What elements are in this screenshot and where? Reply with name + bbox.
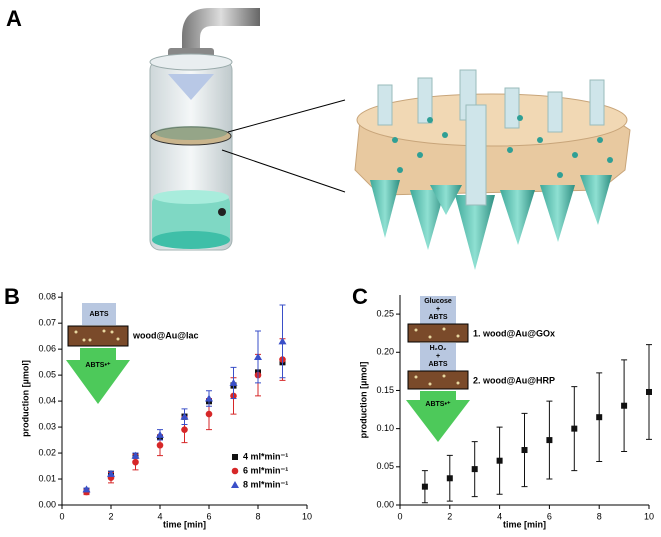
y-tick-label: 0.05	[376, 461, 394, 471]
data-point	[496, 457, 503, 464]
y-tick-label: 0.10	[376, 423, 394, 433]
data-point	[254, 352, 262, 360]
legend-marker	[231, 481, 239, 488]
x-tick-label: 2	[447, 511, 452, 521]
inset-c: Glucose + ABTS 1. wood@Au@GOx H₂O₂ + ABT…	[406, 296, 555, 442]
legend-marker	[231, 467, 239, 475]
data-point	[446, 475, 453, 482]
magnified-wood-disk	[354, 69, 631, 270]
x-axis-label: time [min]	[503, 519, 546, 529]
inset-text: ABTS	[428, 361, 447, 368]
y-tick-label: 0.25	[376, 308, 394, 318]
y-tick-label: 0.15	[376, 385, 394, 395]
y-tick-label: 0.02	[38, 447, 56, 457]
panel-label: A	[6, 6, 22, 31]
data-point	[181, 426, 188, 433]
y-axis-label: production [µmol]	[358, 362, 368, 439]
data-point	[180, 412, 189, 420]
x-tick-label: 6	[206, 511, 211, 521]
inset-text: Glucose	[424, 298, 452, 305]
inset-text: ABTS•⁺	[85, 362, 111, 369]
y-axis-label: production [µmol]	[20, 360, 30, 437]
inset-text: ABTS•⁺	[425, 401, 451, 408]
y-tick-label: 0.08	[38, 292, 56, 302]
legend-label: 6 ml*min⁻¹	[243, 465, 288, 475]
y-tick-label: 0.07	[38, 318, 56, 328]
legend-marker	[232, 454, 238, 460]
x-tick-label: 8	[255, 511, 260, 521]
data-point	[229, 378, 238, 386]
data-point	[205, 394, 213, 402]
inset-text: ABTS	[89, 311, 108, 318]
data-point	[571, 425, 578, 432]
inset-b: ABTS wood@Au@lac ABTS•⁺	[66, 303, 199, 404]
inset-text: wood@Au@lac	[132, 330, 199, 340]
y-tick-label: 0.00	[38, 499, 56, 509]
x-tick-label: 2	[108, 511, 113, 521]
data-point	[596, 414, 603, 421]
inset-text: +	[436, 306, 440, 313]
data-point	[278, 337, 287, 345]
data-point	[132, 458, 139, 466]
x-axis-label: time [min]	[163, 519, 206, 529]
x-tick-label: 4	[497, 511, 502, 521]
data-point	[156, 441, 164, 449]
data-point	[646, 388, 652, 395]
y-tick-label: 0.05	[38, 369, 56, 379]
x-tick-label: 6	[547, 511, 552, 521]
inset-text: 1. wood@Au@GOx	[473, 328, 555, 338]
x-tick-label: 10	[644, 511, 654, 521]
y-tick-label: 0.01	[38, 473, 56, 483]
data-point	[546, 437, 553, 444]
data-point	[131, 451, 140, 459]
data-point	[205, 410, 213, 418]
inset-text: 2. wood@Au@HRP	[473, 375, 555, 385]
data-point	[471, 466, 478, 473]
legend-label: 8 ml*min⁻¹	[243, 479, 288, 489]
y-tick-label: 0.00	[376, 499, 394, 509]
panel-label: B	[4, 284, 20, 309]
inset-text: H₂O₂	[430, 345, 447, 352]
x-tick-label: 10	[302, 511, 312, 521]
y-tick-label: 0.04	[38, 395, 56, 405]
x-tick-label: 0	[59, 511, 64, 521]
panel-label: C	[352, 284, 368, 309]
y-tick-label: 0.20	[376, 347, 394, 357]
data-point	[156, 430, 164, 438]
x-tick-label: 0	[397, 511, 402, 521]
inset-text: ABTS	[428, 314, 447, 321]
x-tick-label: 4	[157, 511, 162, 521]
inset-text: +	[436, 353, 440, 360]
data-point	[107, 469, 115, 477]
y-tick-label: 0.06	[38, 344, 56, 354]
data-point	[521, 447, 528, 454]
reactor-illustration	[149, 8, 346, 251]
data-point	[621, 402, 628, 409]
data-point	[82, 485, 91, 493]
x-tick-label: 8	[597, 511, 602, 521]
data-point	[421, 483, 428, 490]
y-tick-label: 0.03	[38, 421, 56, 431]
legend-label: 4 ml*min⁻¹	[243, 451, 288, 461]
